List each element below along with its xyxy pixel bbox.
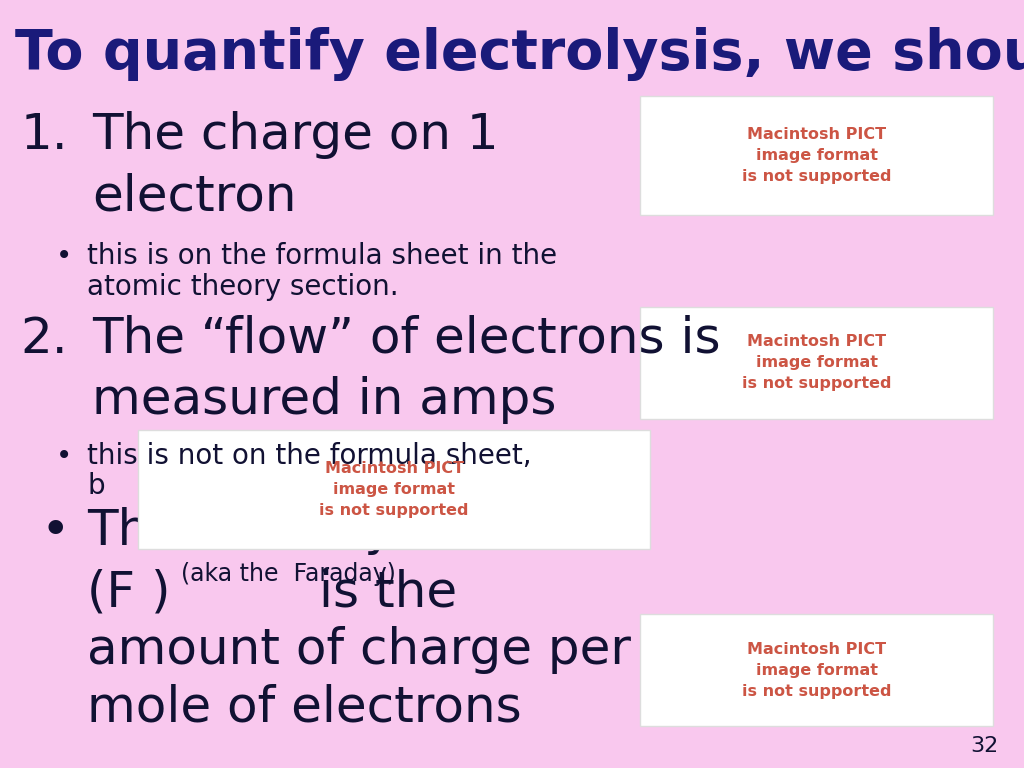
Text: measured in amps: measured in amps bbox=[92, 376, 557, 424]
Text: Macintosh PICT
image format
is not supported: Macintosh PICT image format is not suppo… bbox=[319, 461, 469, 518]
Text: Macintosh PICT
image format
is not supported: Macintosh PICT image format is not suppo… bbox=[742, 641, 891, 699]
Text: atomic theory section.: atomic theory section. bbox=[87, 273, 398, 300]
Text: The Faraday Constant: The Faraday Constant bbox=[87, 507, 635, 554]
Text: is the: is the bbox=[319, 568, 458, 616]
Text: (aka the  Faraday): (aka the Faraday) bbox=[181, 562, 396, 586]
Text: 1.: 1. bbox=[20, 111, 69, 160]
Text: •: • bbox=[41, 507, 71, 554]
Text: b: b bbox=[87, 472, 104, 500]
FancyBboxPatch shape bbox=[640, 307, 993, 419]
FancyBboxPatch shape bbox=[640, 96, 993, 215]
Text: this is not on the formula sheet,: this is not on the formula sheet, bbox=[87, 442, 531, 469]
Text: Macintosh PICT
image format
is not supported: Macintosh PICT image format is not suppo… bbox=[742, 127, 891, 184]
Text: this is on the formula sheet in the: this is on the formula sheet in the bbox=[87, 242, 557, 270]
Text: •: • bbox=[56, 442, 73, 469]
Text: •: • bbox=[56, 242, 73, 270]
Text: The “flow” of electrons is: The “flow” of electrons is bbox=[92, 315, 721, 363]
Text: To quantify electrolysis, we should know...: To quantify electrolysis, we should know… bbox=[15, 27, 1024, 81]
Text: 32: 32 bbox=[970, 737, 998, 756]
Text: The charge on 1: The charge on 1 bbox=[92, 111, 499, 160]
FancyBboxPatch shape bbox=[138, 430, 650, 549]
Text: amount of charge per: amount of charge per bbox=[87, 626, 631, 674]
Text: electron: electron bbox=[92, 173, 297, 221]
Text: 2.: 2. bbox=[20, 315, 69, 363]
FancyBboxPatch shape bbox=[640, 614, 993, 726]
Text: Macintosh PICT
image format
is not supported: Macintosh PICT image format is not suppo… bbox=[742, 334, 891, 392]
Text: (F ): (F ) bbox=[87, 568, 171, 616]
Text: mole of electrons: mole of electrons bbox=[87, 684, 522, 731]
